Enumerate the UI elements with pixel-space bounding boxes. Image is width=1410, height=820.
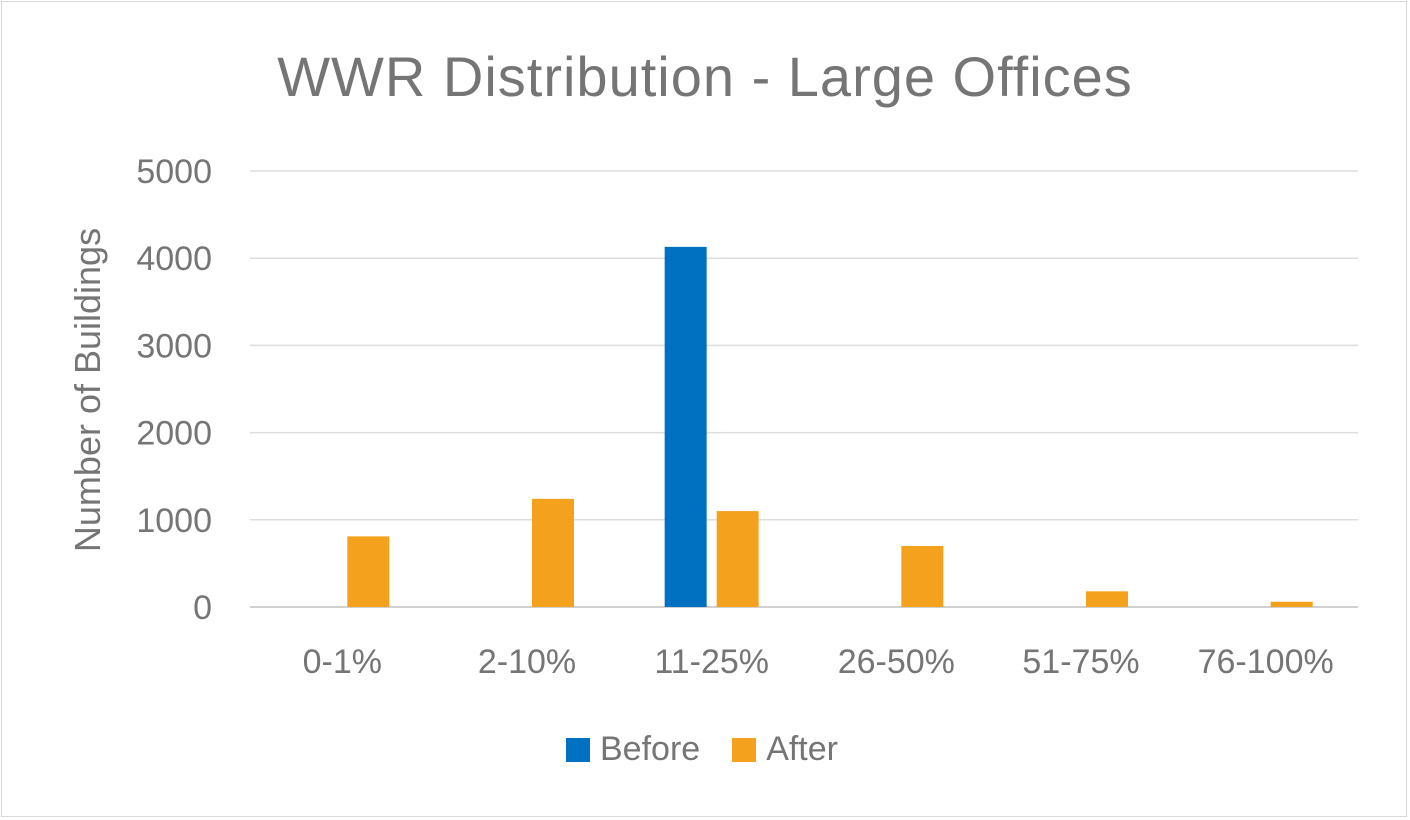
gridlines bbox=[250, 170, 1358, 608]
x-tick-label: 2-10% bbox=[478, 643, 576, 681]
y-tick-label: 0 bbox=[193, 589, 212, 627]
bar-after-4 bbox=[1086, 591, 1128, 607]
chart-title: WWR Distribution - Large Offices bbox=[277, 45, 1133, 108]
y-tick-label: 1000 bbox=[136, 502, 212, 540]
y-tick-label: 2000 bbox=[136, 415, 212, 453]
y-tick-labels: 0 1000 2000 3000 4000 5000 bbox=[136, 153, 212, 627]
legend-item-after: After bbox=[732, 730, 838, 769]
x-tick-label: 51-75% bbox=[1022, 643, 1139, 681]
bar-after-3 bbox=[901, 545, 944, 607]
y-tick-label: 5000 bbox=[136, 153, 212, 191]
x-tick-labels: 0-1% 2-10% 11-25% 26-50% 51-75% 76-100% bbox=[303, 643, 1334, 681]
x-tick-label: 11-25% bbox=[654, 643, 769, 681]
legend: Before After bbox=[566, 730, 870, 769]
x-tick-label: 0-1% bbox=[303, 643, 382, 681]
legend-label-before: Before bbox=[600, 730, 701, 768]
legend-swatch-before bbox=[566, 737, 590, 762]
bar-after-2 bbox=[716, 511, 759, 607]
x-tick-label: 76-100% bbox=[1198, 643, 1334, 681]
bar-after-1 bbox=[532, 498, 574, 607]
bar-before-2 bbox=[664, 246, 707, 607]
legend-label-after: After bbox=[766, 730, 838, 768]
bar-after-5 bbox=[1270, 601, 1313, 607]
legend-item-before: Before bbox=[566, 730, 700, 769]
y-tick-label: 4000 bbox=[136, 240, 212, 278]
y-tick-label: 3000 bbox=[136, 327, 212, 365]
bar-after-0 bbox=[347, 536, 390, 607]
bars bbox=[347, 246, 1313, 607]
x-tick-label: 26-50% bbox=[838, 643, 955, 681]
legend-swatch-after bbox=[732, 737, 757, 762]
